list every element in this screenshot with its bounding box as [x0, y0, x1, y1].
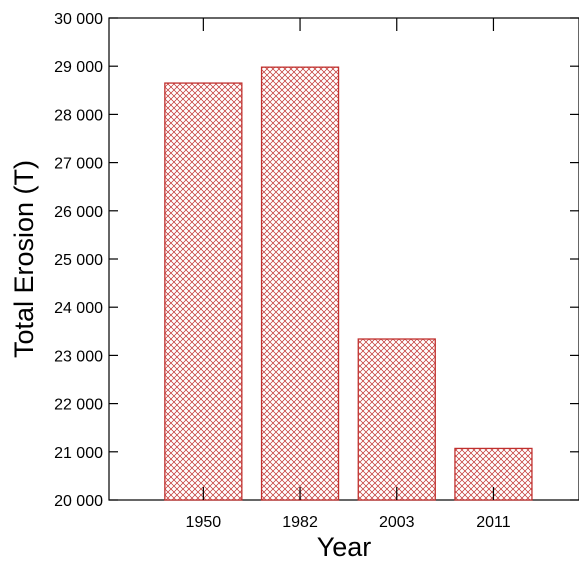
y-tick-label: 26 000 — [54, 204, 103, 221]
bar-2003 — [357, 338, 436, 501]
x-tick-label-2011: 2011 — [476, 514, 511, 531]
x-tick-label-2003: 2003 — [379, 514, 415, 531]
bar-1982 — [260, 66, 340, 501]
y-tick-label: 23 000 — [54, 348, 103, 365]
y-tick-label: 22 000 — [54, 397, 103, 414]
bars-group — [164, 66, 533, 501]
x-axis-title: Year — [317, 532, 372, 562]
y-tick-label: 20 000 — [54, 493, 103, 510]
bar-1950 — [164, 82, 243, 501]
y-tick-label: 29 000 — [54, 59, 103, 76]
x-axis-ticks: 1950 1982 2003 2011 — [186, 18, 511, 531]
y-axis-title: Total Erosion (T) — [9, 160, 39, 358]
y-tick-label: 24 000 — [54, 300, 103, 317]
y-tick-label: 30 000 — [54, 11, 103, 28]
y-tick-label: 21 000 — [54, 445, 103, 462]
y-tick-label: 25 000 — [54, 252, 103, 269]
x-tick-label-1950: 1950 — [186, 514, 222, 531]
y-tick-label: 28 000 — [54, 107, 103, 124]
y-tick-label: 27 000 — [54, 156, 103, 173]
x-tick-label-1982: 1982 — [282, 514, 318, 531]
y-axis-ticks: 20 000 21 000 22 000 23 000 24 000 25 000 26 0… — [54, 11, 579, 510]
